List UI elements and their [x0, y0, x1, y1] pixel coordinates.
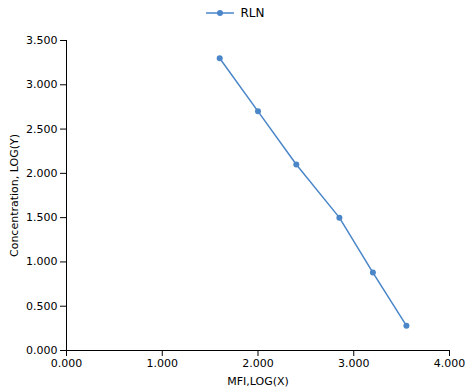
svg-text:0.000: 0.000: [26, 344, 58, 357]
svg-text:Concentration, LOG(Y): Concentration, LOG(Y): [8, 134, 21, 257]
svg-text:3.000: 3.000: [26, 78, 58, 91]
svg-text:0.000: 0.000: [51, 357, 83, 370]
svg-text:2.000: 2.000: [26, 167, 58, 180]
svg-text:1.000: 1.000: [147, 357, 179, 370]
html-text:RLN: RLN: [240, 6, 265, 20]
svg-text:3.000: 3.000: [338, 357, 370, 370]
svg-text:0.500: 0.500: [26, 300, 58, 313]
svg-text:MFI,LOG(X): MFI,LOG(X): [227, 375, 289, 388]
svg-text:1.000: 1.000: [26, 255, 58, 268]
svg-text:4.000: 4.000: [434, 357, 466, 370]
svg-text:1.500: 1.500: [26, 211, 58, 224]
svg-text:3.500: 3.500: [26, 34, 58, 47]
svg-text:2.500: 2.500: [26, 123, 58, 136]
svg-text:2.000: 2.000: [242, 357, 274, 370]
